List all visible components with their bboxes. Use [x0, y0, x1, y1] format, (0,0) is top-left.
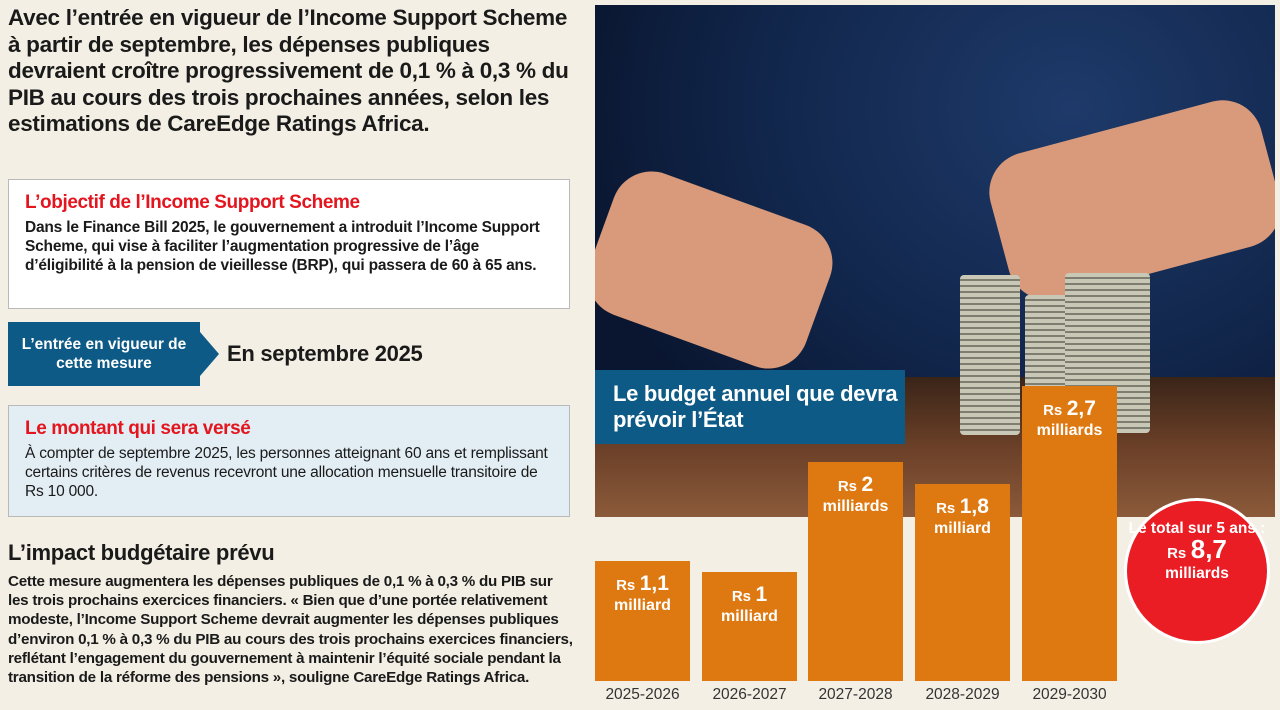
- chart-title: Le budget annuel que devra prévoir l’Éta…: [595, 370, 905, 444]
- impact-text: Cette mesure augmentera les dépenses pub…: [8, 573, 573, 687]
- bar-unit: milliards: [1036, 422, 1103, 439]
- bar-value: 2: [861, 473, 874, 497]
- bar-currency: Rs: [837, 478, 858, 496]
- x-tick-label: 2028-2029: [925, 686, 1000, 703]
- bar: [702, 571, 797, 681]
- bar-currency: Rs: [936, 500, 956, 518]
- bar-value: 2,7: [1066, 397, 1096, 420]
- x-tick-label: 2027-2028: [818, 686, 893, 703]
- bar-data-label: Rs 1,8 milliard: [915, 495, 1010, 539]
- total-label: Le total sur 5 ans :: [1128, 520, 1266, 537]
- photo-coins: [960, 275, 1020, 435]
- coins-photo: [595, 5, 1275, 517]
- objective-title: L’objectif de l’Income Support Scheme: [25, 192, 360, 213]
- bar-value: 1: [755, 582, 768, 606]
- bar-data-label: Rs 2 milliards: [808, 473, 903, 517]
- bar-currency: Rs: [731, 587, 752, 605]
- objective-box: L’objectif de l’Income Support Scheme Da…: [8, 179, 570, 309]
- bar-value: 1,8: [959, 495, 989, 519]
- x-tick-label: 2026-2027: [712, 686, 787, 703]
- bar: [595, 560, 690, 681]
- bar-currency: Rs: [1043, 402, 1063, 419]
- bar-unit: milliard: [934, 520, 991, 538]
- amount-box: Le montant qui sera versé À compter de s…: [8, 405, 570, 517]
- bar: [1022, 386, 1117, 681]
- x-tick-label: 2025-2026: [605, 686, 680, 703]
- bar: [915, 484, 1010, 681]
- amount-text: À compter de septembre 2025, les personn…: [25, 445, 548, 500]
- entry-label: L’entrée en vigueur de cette mesure: [8, 322, 219, 386]
- bar-data-label: Rs 2,7 milliards: [1022, 397, 1117, 441]
- x-tick-label: 2029-2030: [1032, 686, 1107, 703]
- bar-unit: milliard: [614, 596, 671, 614]
- intro-text: Avec l’entrée en vigueur de l’Income Sup…: [8, 5, 569, 136]
- total-currency: Rs: [1167, 545, 1187, 562]
- objective-text: Dans le Finance Bill 2025, le gouverneme…: [25, 219, 540, 274]
- bar-value: 1,1: [639, 571, 669, 595]
- bar-data-label: Rs 1 milliard: [702, 582, 797, 627]
- photo-hand-left: [595, 160, 844, 380]
- bar-currency: Rs: [616, 576, 636, 594]
- total-value: 8,7: [1190, 534, 1227, 564]
- total-unit: milliards: [1165, 565, 1229, 582]
- amount-title: Le montant qui sera versé: [25, 418, 251, 439]
- entry-date: En septembre 2025: [227, 341, 423, 366]
- bar-unit: milliards: [822, 498, 889, 516]
- bar-unit: milliard: [721, 607, 778, 625]
- bar-data-label: Rs 1,1 milliard: [595, 571, 690, 616]
- total-circle: Le total sur 5 ans : Rs 8,7 milliards: [1124, 498, 1270, 644]
- bar: [808, 462, 903, 681]
- impact-title: L’impact budgétaire prévu: [8, 540, 275, 565]
